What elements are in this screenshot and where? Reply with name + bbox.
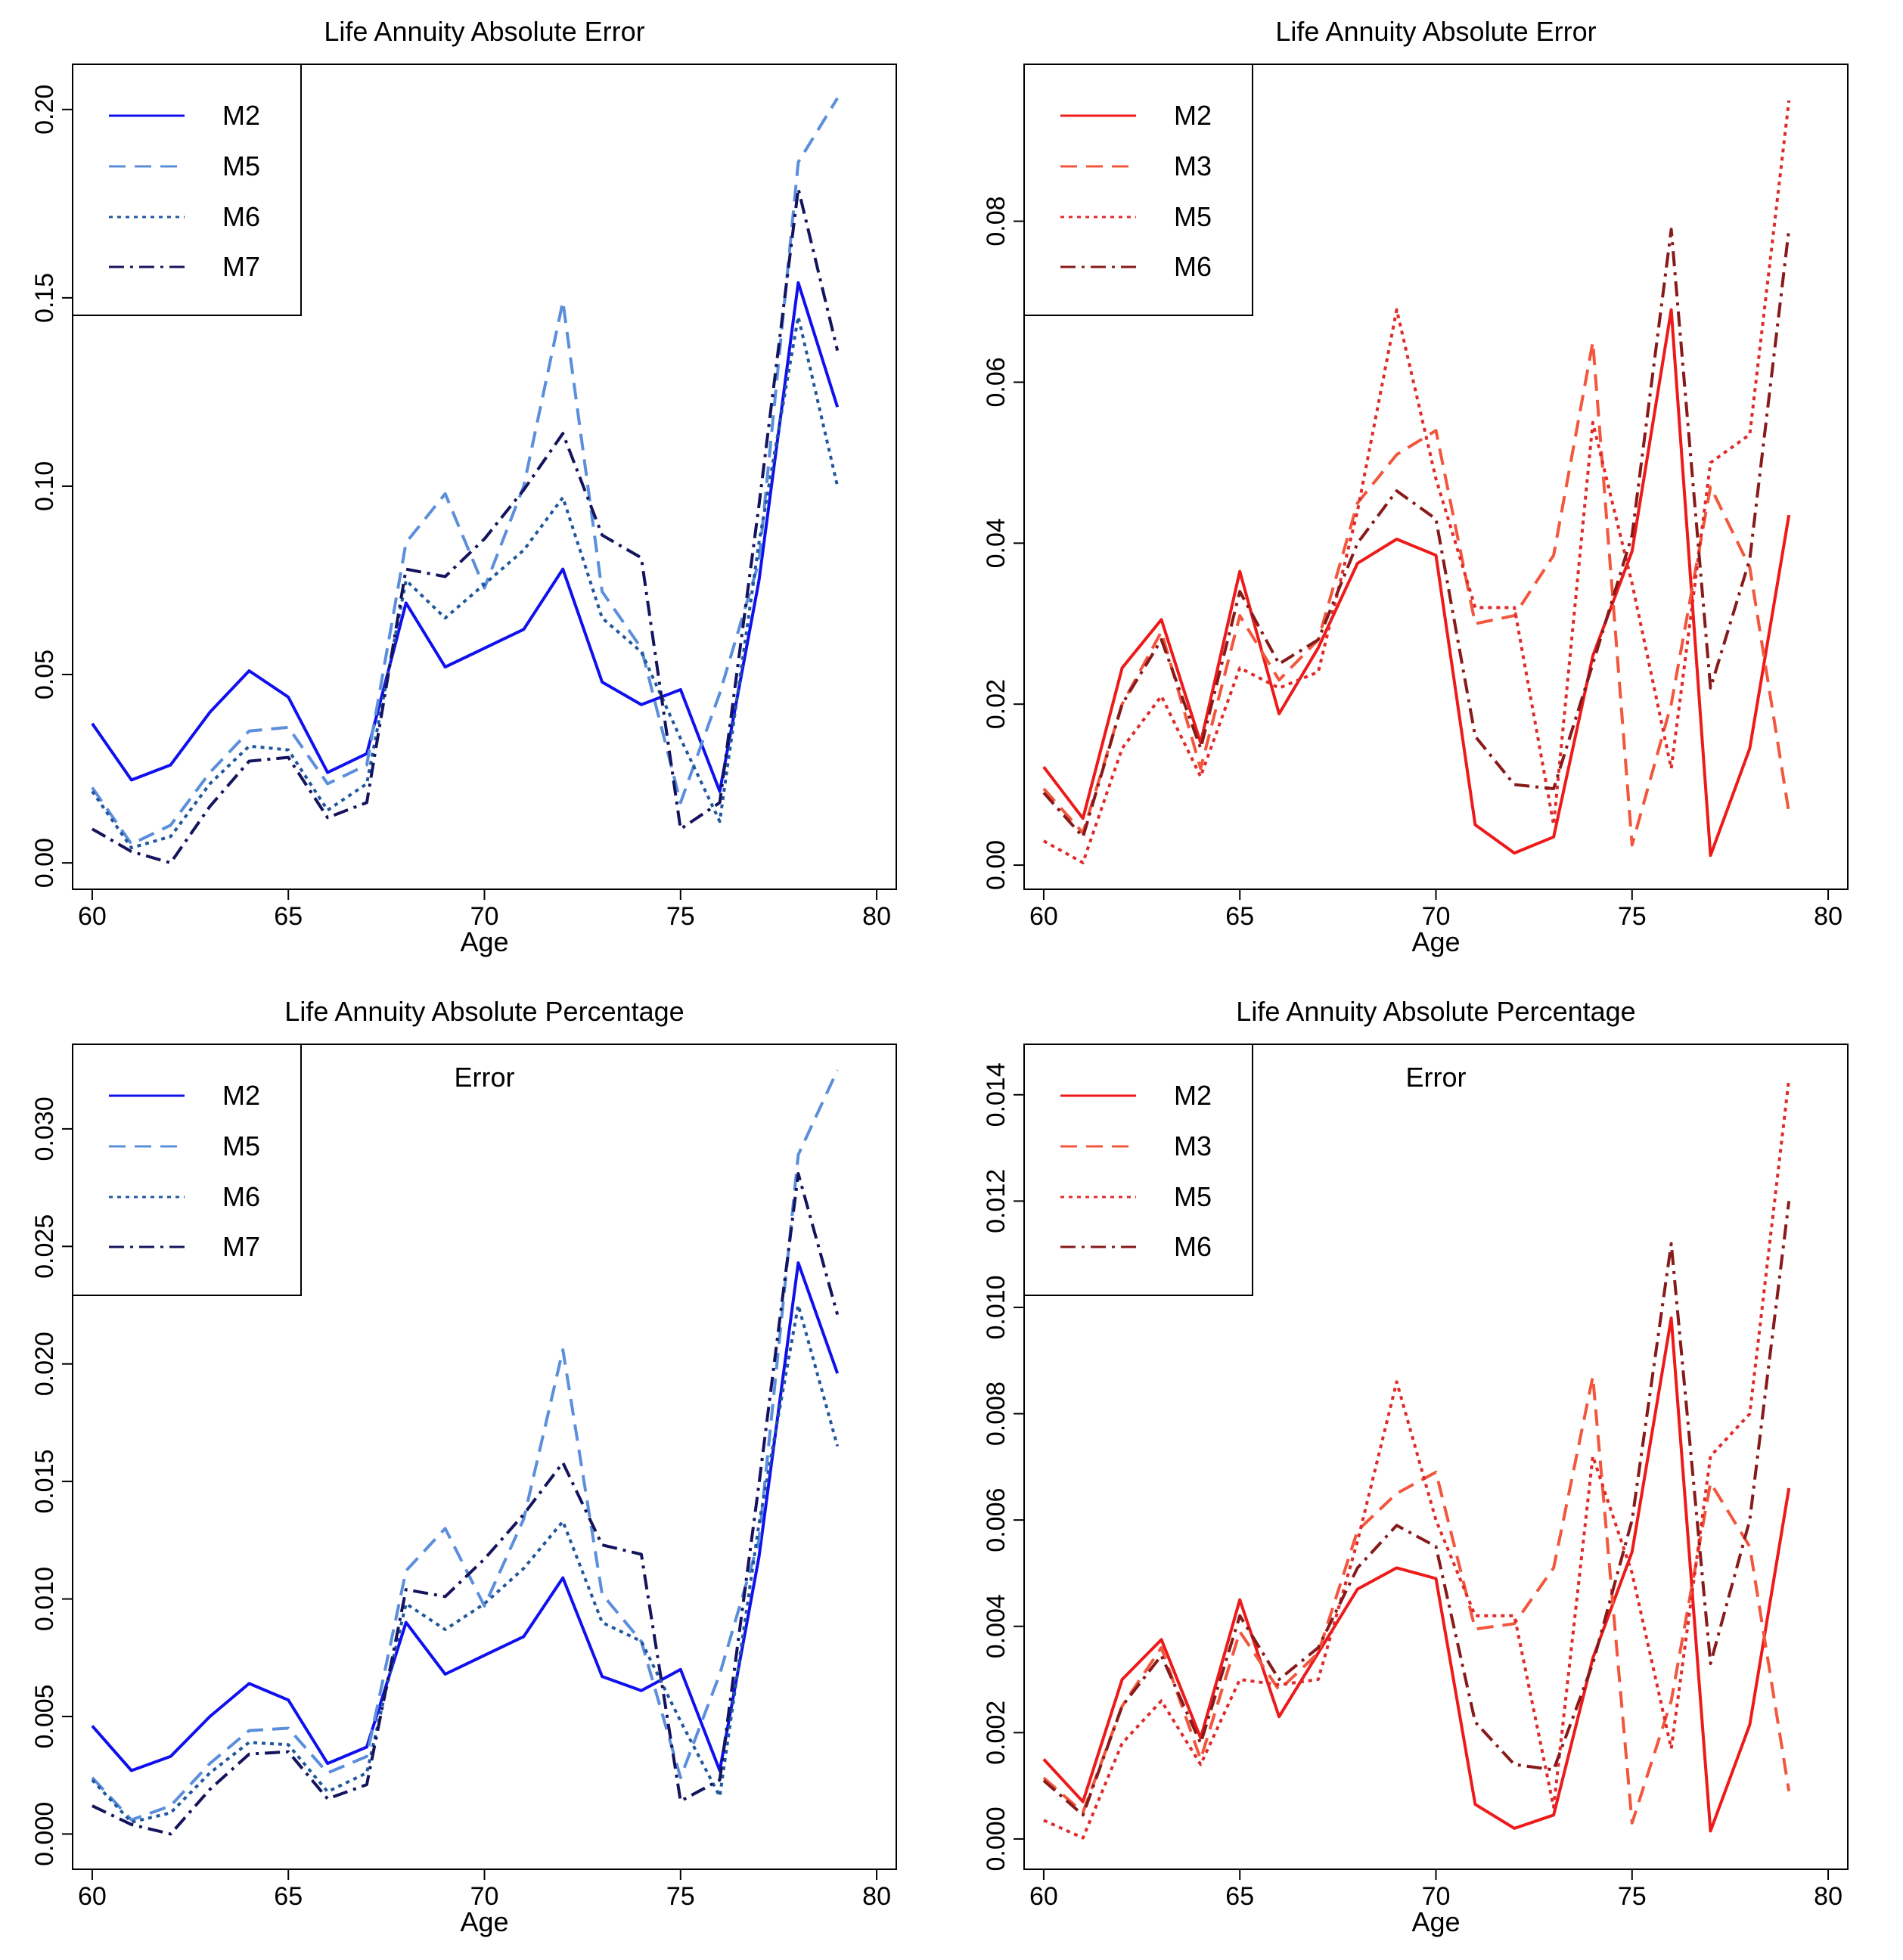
x-tick-label: 80: [862, 1882, 891, 1911]
x-axis-label: Age: [1411, 926, 1460, 957]
legend-label-m7: M7: [222, 1231, 260, 1262]
y-tick-label: 0.00: [982, 840, 1010, 890]
series-line-m5: [1042, 100, 1791, 864]
y-tick-label: 0.005: [30, 1684, 59, 1748]
y-tick-label: 0.06: [982, 357, 1010, 407]
legend-label-m5: M5: [222, 150, 260, 181]
y-tick-label: 0.10: [30, 461, 59, 511]
x-tick-label: 65: [1225, 902, 1254, 931]
legend-label-m6: M6: [222, 1181, 260, 1212]
series-line-m6: [91, 1304, 840, 1824]
series-line-m5: [91, 97, 839, 846]
y-tick-label: 0.00: [30, 838, 59, 888]
series-line-m2: [91, 1261, 840, 1772]
series-line-m5: [91, 1069, 840, 1822]
x-tick-label: 70: [1422, 902, 1451, 931]
series-line-m2: [1042, 308, 1791, 858]
x-tick-label: 60: [78, 902, 107, 931]
legend-label-m5: M5: [1174, 1181, 1212, 1212]
series-line-m2: [91, 281, 840, 793]
series-line-m5: [1043, 1078, 1791, 1840]
x-tick-label: 75: [666, 1882, 695, 1911]
legend-box: [1023, 1044, 1253, 1296]
x-tick-label: 80: [862, 902, 891, 931]
chart-panel-4: Life Annuity Absolute Percentage Error 60 6…: [982, 996, 1849, 1937]
legend-label-m3: M3: [1174, 1130, 1212, 1161]
series-line-m3: [1042, 340, 1791, 847]
x-axis-label: Age: [1411, 1906, 1460, 1937]
series-line-m6: [91, 315, 840, 850]
x-tick-label: 70: [1422, 1882, 1451, 1911]
chart-title: Life Annuity Absolute Error: [324, 16, 644, 47]
x-tick-label: 60: [1029, 902, 1058, 931]
legend-label-m5: M5: [1174, 201, 1212, 232]
legend-box: [72, 64, 302, 316]
legend-box: [72, 1044, 302, 1296]
chart-panel-1: Life Annuity Absolute Error 60 65 70 75 80 Age…: [30, 16, 897, 957]
legend-box: [1023, 64, 1253, 316]
legend-label-m6: M6: [1174, 251, 1212, 282]
legend-label-m5: M5: [222, 1130, 260, 1161]
series-line-m6: [1042, 228, 1791, 839]
y-tick-label: 0.010: [30, 1567, 59, 1631]
y-tick-label: 0.020: [30, 1332, 59, 1396]
x-tick-label: 65: [274, 1882, 303, 1911]
y-tick-label: 0.08: [982, 196, 1010, 246]
y-tick-label: 0.030: [30, 1096, 59, 1161]
y-tick-label: 0.000: [982, 1806, 1010, 1871]
x-tick-label: 65: [274, 902, 303, 931]
legend-label-m2: M2: [1174, 100, 1212, 131]
legend-label-m6: M6: [222, 201, 260, 232]
legend-label-m3: M3: [1174, 150, 1212, 181]
chart-title: Life Annuity Absolute Percentage: [284, 996, 684, 1027]
series-line-m7: [91, 187, 840, 865]
y-tick-label: 0.025: [30, 1214, 59, 1279]
x-tick-label: 70: [470, 1882, 499, 1911]
y-tick-label: 0.05: [30, 650, 59, 699]
x-tick-label: 75: [666, 902, 695, 931]
chart-panel-2: Life Annuity Absolute Error 60 65 70 75 80 Age…: [982, 16, 1849, 957]
y-tick-label: 0.014: [982, 1062, 1010, 1127]
legend-label-m7: M7: [222, 251, 260, 282]
y-tick-label: 0.004: [982, 1594, 1010, 1658]
chart-subtitle: Error: [455, 1062, 515, 1093]
y-tick-label: 0.02: [982, 679, 1010, 729]
y-tick-label: 0.006: [982, 1488, 1010, 1552]
y-tick-label: 0.015: [30, 1450, 59, 1514]
series-line-m3: [1042, 1375, 1791, 1825]
x-axis-label: Age: [460, 1906, 508, 1937]
y-tick-label: 0.20: [30, 85, 59, 135]
chart-title: Life Annuity Absolute Percentage: [1236, 996, 1635, 1027]
series-line-m6: [1042, 1201, 1791, 1817]
legend-label-m6: M6: [1174, 1231, 1212, 1262]
x-tick-label: 75: [1618, 902, 1647, 931]
y-tick-label: 0.010: [982, 1275, 1010, 1339]
x-tick-label: 75: [1618, 1882, 1647, 1911]
y-tick-label: 0.008: [982, 1382, 1010, 1446]
series-line-m2: [1042, 1316, 1791, 1833]
x-tick-label: 70: [470, 902, 499, 931]
y-tick-label: 0.002: [982, 1701, 1010, 1765]
x-axis-label: Age: [460, 926, 508, 957]
y-tick-label: 0.15: [30, 273, 59, 323]
chart-title: Life Annuity Absolute Error: [1275, 16, 1596, 47]
x-tick-label: 80: [1814, 902, 1842, 931]
x-tick-label: 80: [1814, 1882, 1842, 1911]
x-tick-label: 60: [1029, 1882, 1058, 1911]
y-tick-label: 0.012: [982, 1169, 1010, 1233]
y-tick-label: 0.000: [30, 1802, 59, 1866]
legend-label-m2: M2: [222, 100, 260, 131]
x-tick-label: 60: [78, 1882, 107, 1911]
series-line-m7: [92, 1172, 840, 1836]
legend-label-m2: M2: [222, 1080, 260, 1111]
x-tick-label: 65: [1225, 1882, 1254, 1911]
legend-label-m2: M2: [1174, 1080, 1212, 1111]
chart-subtitle: Error: [1406, 1062, 1467, 1093]
y-tick-label: 0.04: [982, 518, 1010, 568]
chart-panel-3: Life Annuity Absolute Percentage Error 60 6…: [30, 996, 897, 1937]
